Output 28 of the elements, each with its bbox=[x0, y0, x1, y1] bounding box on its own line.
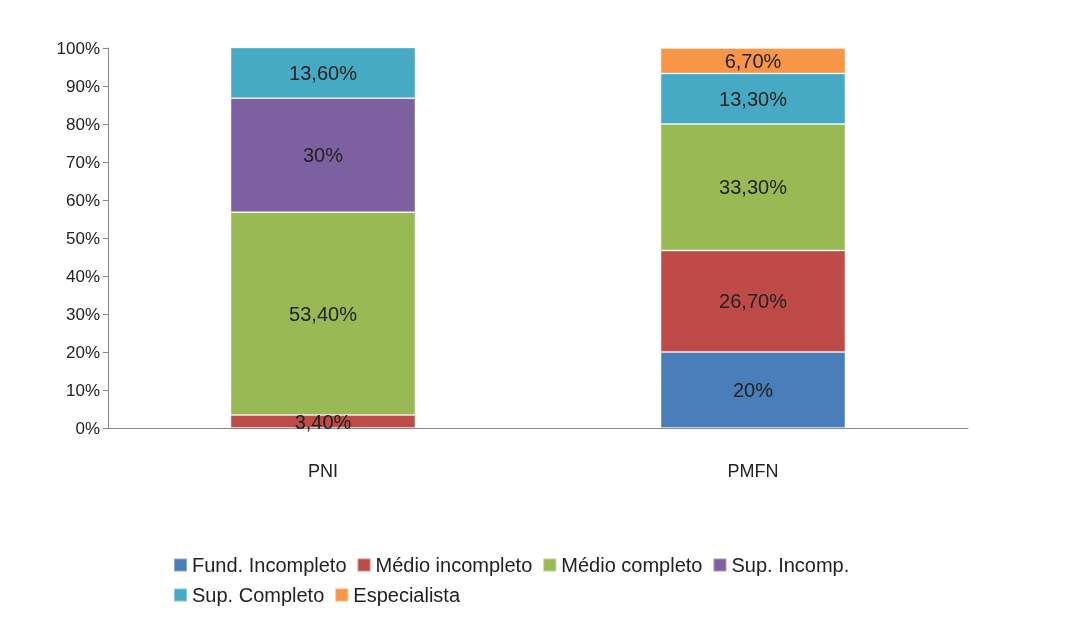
legend-label: Sup. Incomp. bbox=[731, 554, 850, 576]
data-label: 13,60% bbox=[289, 61, 358, 84]
data-label: 13,30% bbox=[719, 87, 788, 110]
y-tick-label: 60% bbox=[65, 190, 100, 210]
data-label: 33,30% bbox=[719, 176, 788, 199]
x-tick-label: PMFN bbox=[727, 461, 779, 481]
y-tick-label: 50% bbox=[65, 228, 100, 248]
data-label: 3,40% bbox=[294, 410, 352, 433]
y-tick-label: 10% bbox=[65, 380, 100, 400]
y-tick-label: 70% bbox=[65, 152, 100, 172]
legend-label: Sup. Completo bbox=[192, 584, 325, 606]
data-label: 26,70% bbox=[719, 290, 788, 313]
data-label: 6,70% bbox=[724, 49, 782, 72]
y-tick-label: 0% bbox=[75, 418, 100, 438]
data-label: 30% bbox=[302, 144, 344, 167]
y-tick-label: 100% bbox=[56, 38, 100, 58]
x-tick-label: PNI bbox=[307, 461, 339, 481]
y-tick-label: 20% bbox=[65, 342, 100, 362]
data-label: 53,40% bbox=[289, 302, 358, 325]
legend-label: Especialista bbox=[353, 584, 461, 606]
data-label: 20% bbox=[732, 379, 774, 401]
legend-label: Médio incompleto bbox=[375, 554, 533, 576]
y-tick-label: 30% bbox=[65, 304, 100, 324]
y-tick-label: 90% bbox=[65, 76, 100, 96]
legend-label: Médio completo bbox=[561, 554, 703, 576]
legend-label: Fund. Incompleto bbox=[192, 554, 347, 576]
y-tick-label: 40% bbox=[65, 266, 100, 286]
y-tick-label: 80% bbox=[65, 114, 100, 134]
